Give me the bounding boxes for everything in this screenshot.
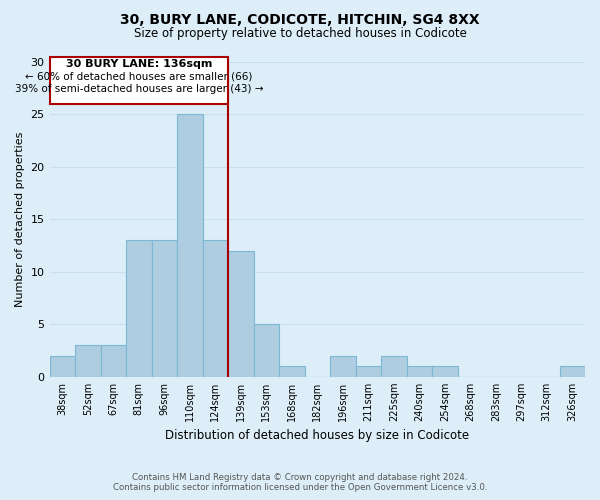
- Text: ← 60% of detached houses are smaller (66): ← 60% of detached houses are smaller (66…: [25, 72, 253, 82]
- X-axis label: Distribution of detached houses by size in Codicote: Distribution of detached houses by size …: [165, 430, 469, 442]
- Text: 30 BURY LANE: 136sqm: 30 BURY LANE: 136sqm: [65, 59, 212, 69]
- Bar: [152, 240, 177, 377]
- Bar: [203, 240, 228, 377]
- Bar: [228, 250, 254, 377]
- Text: Contains HM Land Registry data © Crown copyright and database right 2024.
Contai: Contains HM Land Registry data © Crown c…: [113, 473, 487, 492]
- Bar: [407, 366, 432, 377]
- Bar: [560, 366, 585, 377]
- Bar: [432, 366, 458, 377]
- Y-axis label: Number of detached properties: Number of detached properties: [15, 132, 25, 307]
- Bar: [356, 366, 381, 377]
- Bar: [126, 240, 152, 377]
- Bar: [177, 114, 203, 377]
- Text: Size of property relative to detached houses in Codicote: Size of property relative to detached ho…: [134, 28, 466, 40]
- Text: 30, BURY LANE, CODICOTE, HITCHIN, SG4 8XX: 30, BURY LANE, CODICOTE, HITCHIN, SG4 8X…: [120, 12, 480, 26]
- Bar: [279, 366, 305, 377]
- Bar: [75, 346, 101, 377]
- Bar: [101, 346, 126, 377]
- Text: 39% of semi-detached houses are larger (43) →: 39% of semi-detached houses are larger (…: [14, 84, 263, 94]
- Bar: [254, 324, 279, 377]
- Bar: [330, 356, 356, 377]
- Bar: [50, 356, 75, 377]
- Bar: [381, 356, 407, 377]
